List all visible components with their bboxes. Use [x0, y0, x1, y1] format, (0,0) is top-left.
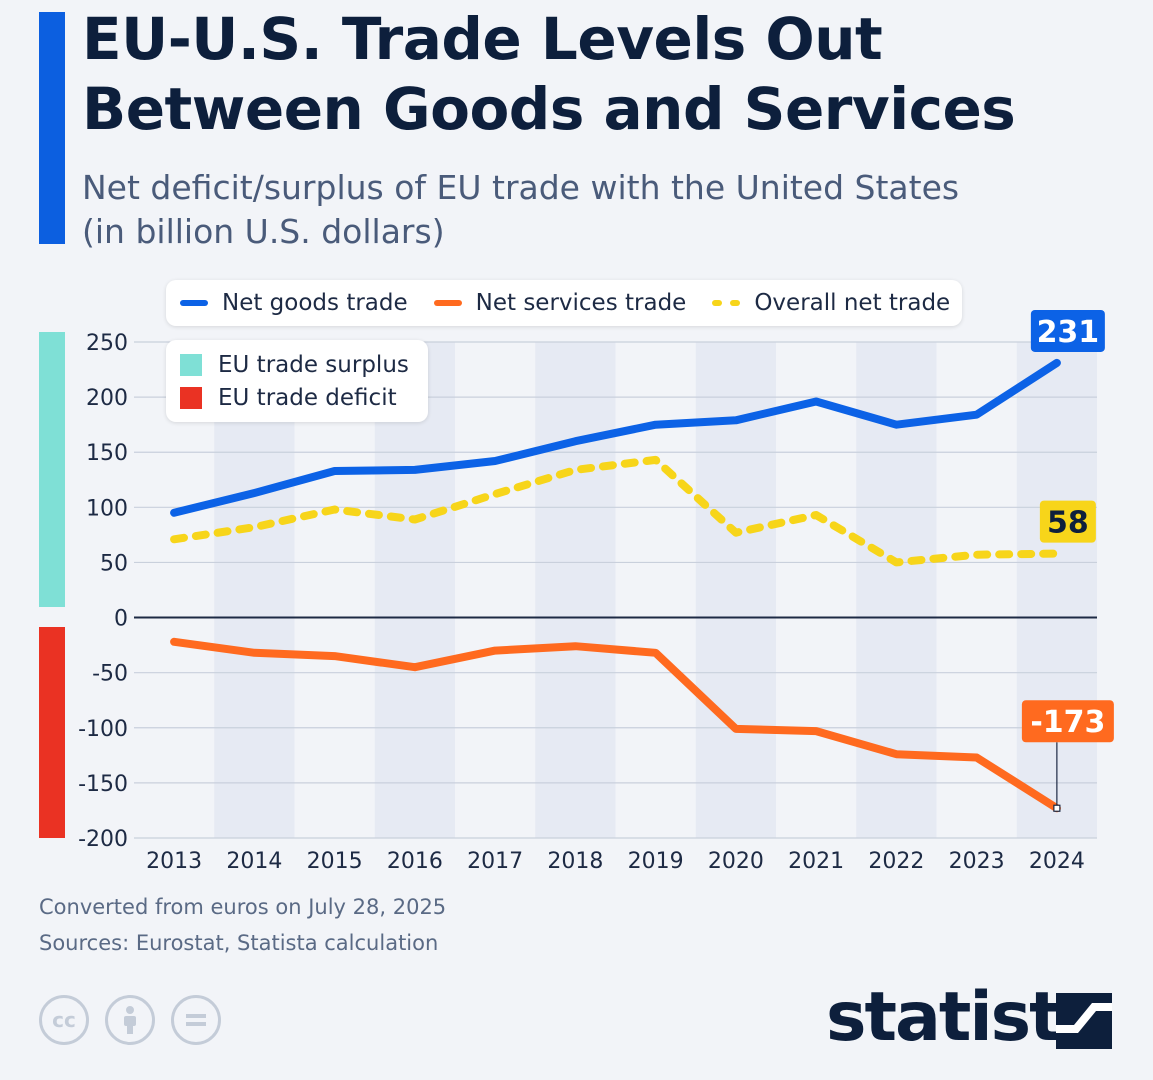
- end-label-overall-box: [1039, 500, 1096, 543]
- y-tick-250: 250: [86, 331, 128, 356]
- legend-label-deficit: EU trade deficit: [218, 385, 397, 411]
- y-tick-100: 100: [86, 496, 128, 521]
- x-tick-2016: 2016: [387, 849, 443, 874]
- legend-label-surplus: EU trade surplus: [218, 352, 409, 378]
- series-lines: [170, 358, 1061, 813]
- x-tick-2024: 2024: [1029, 849, 1085, 874]
- end-label-services-marker: [1053, 804, 1061, 812]
- x-tick-2020: 2020: [708, 849, 764, 874]
- title-line-1: EU-U.S. Trade Levels Out: [82, 5, 883, 73]
- surplus-side-bar: [39, 332, 65, 607]
- legend-label-goods: Net goods trade: [222, 290, 408, 316]
- subtitle-line-1: Net deficit/surplus of EU trade with the…: [82, 168, 960, 207]
- legend-swatch-goods: [180, 300, 208, 306]
- conversion-note: Converted from euros on July 28, 2025: [39, 895, 447, 919]
- x-tick-2021: 2021: [788, 849, 844, 874]
- end-label-services-box: [1021, 700, 1114, 743]
- legend-item-overall: Overall net trade: [712, 290, 950, 316]
- x-tick-2017: 2017: [467, 849, 523, 874]
- legend-item-deficit: EU trade deficit: [180, 385, 397, 411]
- legend-swatch-services: [433, 300, 462, 306]
- y-tick-labels: 250 200 150 100 50 0 -50 -100 -150 -200: [78, 331, 128, 852]
- no-derivatives-icon[interactable]: [171, 995, 221, 1045]
- y-tick-0: 0: [114, 607, 128, 632]
- y-tick--150: -150: [78, 772, 128, 797]
- cc-icon[interactable]: cc: [39, 995, 89, 1045]
- y-tick--100: -100: [78, 717, 128, 742]
- y-tick-200: 200: [86, 386, 128, 411]
- x-tick-2014: 2014: [226, 849, 282, 874]
- chart-subtitle: Net deficit/surplus of EU trade with the…: [82, 166, 959, 254]
- year-band-2016: [374, 342, 455, 838]
- x-tick-2022: 2022: [868, 849, 924, 874]
- y-tick--200: -200: [78, 827, 128, 852]
- title-line-2: Between Goods and Services: [82, 75, 1016, 143]
- chart-title: EU-U.S. Trade Levels Out Between Goods a…: [82, 4, 1016, 144]
- year-band-2018: [535, 342, 616, 838]
- end-label-services: -173: [1030, 705, 1105, 740]
- x-tick-2019: 2019: [628, 849, 684, 874]
- title-accent-bar: [39, 12, 65, 244]
- end-label-goods: 231: [1037, 315, 1100, 350]
- x-tick-labels: 2013 2014 2015 2016 2017 2018 2019 2020 2021 2022…: [146, 849, 1085, 874]
- x-tick-2018: 2018: [547, 849, 603, 874]
- series-line-services: [170, 637, 1061, 813]
- attribution-icon[interactable]: [105, 995, 155, 1045]
- legend-item-goods: Net goods trade: [180, 290, 408, 316]
- series-legend: Net goods trade Net services trade Overa…: [166, 280, 963, 326]
- deficit-side-bar: [39, 627, 65, 838]
- x-tick-2013: 2013: [146, 849, 202, 874]
- legend-swatch-surplus: [180, 354, 202, 376]
- subtitle-line-2: (in billion U.S. dollars): [82, 212, 445, 251]
- end-label-goods-box: [1030, 309, 1105, 352]
- year-band-2014: [214, 342, 295, 838]
- legend-item-services: Net services trade: [433, 290, 687, 316]
- legend-swatch-overall: [712, 300, 741, 306]
- license-icons: cc: [39, 995, 237, 1045]
- y-tick--50: -50: [92, 662, 128, 687]
- legend-label-overall: Overall net trade: [754, 290, 951, 316]
- statista-logo-icon: [1056, 993, 1112, 1049]
- legend-item-surplus: EU trade surplus: [180, 352, 409, 378]
- x-tick-2015: 2015: [307, 849, 363, 874]
- series-line-goods: [170, 358, 1061, 517]
- y-tick-50: 50: [100, 551, 128, 576]
- y-tick-150: 150: [86, 441, 128, 466]
- end-labels: 231 58 -173: [1021, 309, 1114, 812]
- end-label-overall: 58: [1047, 506, 1089, 541]
- surplus-deficit-legend: EU trade surplus EU trade deficit: [166, 340, 428, 422]
- x-tick-2023: 2023: [949, 849, 1005, 874]
- sources-note: Sources: Eurostat, Statista calculation: [39, 931, 439, 955]
- series-line-overall: [170, 455, 1061, 567]
- legend-swatch-deficit: [180, 387, 202, 409]
- legend-label-services: Net services trade: [475, 290, 687, 316]
